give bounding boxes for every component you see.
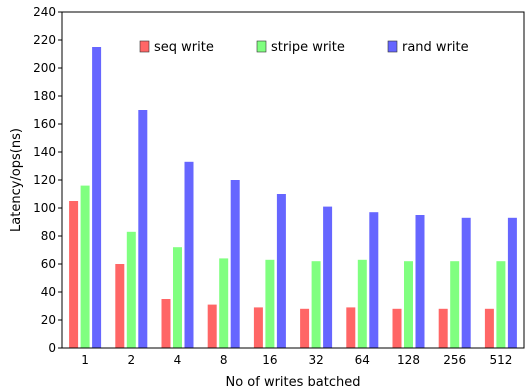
bar-seq-write-4 [161,299,171,348]
legend-swatch [256,40,267,53]
bar-rand-write-256 [461,217,471,348]
x-tick-label: 512 [489,353,512,367]
y-tick-label: 140 [33,145,56,159]
bar-seq-write-64 [346,307,356,348]
x-tick-label: 4 [174,353,182,367]
legend: seq write stripe write rand write [139,40,469,55]
bar-stripe-write-2 [126,231,136,348]
bar-seq-write-8 [207,304,217,348]
bar-rand-write-4 [184,161,194,348]
y-axis-title: Latency/ops(ns) [9,128,24,232]
bar-rand-write-512 [507,217,517,348]
bar-stripe-write-1 [80,185,90,348]
x-tick-label: 8 [220,353,228,367]
x-axis-ticks: 1 2 4 8 16 32 64 128 256 512 [81,353,512,367]
bar-stripe-write-512 [496,261,506,348]
bar-stripe-write-8 [219,258,229,348]
x-tick-label: 128 [397,353,420,367]
plot-frame [61,11,525,349]
bar-stripe-write-128 [404,261,413,348]
bar-stripe-write-16 [265,259,275,348]
y-tick-label: 200 [33,61,56,75]
bar-rand-write-2 [138,110,148,348]
legend-label: rand write [402,40,469,55]
bars-group [69,47,517,348]
bar-seq-write-16 [253,307,263,348]
x-tick-label: 256 [443,353,466,367]
x-tick-label: 2 [127,353,135,367]
bar-rand-write-128 [415,215,425,348]
legend-label: seq write [154,40,214,55]
y-tick-label: 220 [33,33,56,47]
bar-stripe-write-32 [311,261,321,348]
bar-rand-write-16 [276,194,286,348]
y-tick-label: 40 [41,285,56,299]
y-tick-label: 180 [33,89,56,103]
legend-swatch [139,40,150,53]
bar-seq-write-2 [115,264,125,348]
bar-rand-write-1 [92,47,102,348]
y-tick-label: 120 [33,173,56,187]
bar-seq-write-512 [484,308,494,348]
bar-stripe-write-4 [173,247,182,348]
y-tick-label: 100 [33,201,56,215]
legend-label: stripe write [271,40,345,55]
x-tick-label: 16 [262,353,277,367]
bar-rand-write-8 [230,180,240,348]
bar-stripe-write-256 [450,261,460,348]
x-tick-label: 1 [81,353,89,367]
y-tick-label: 60 [41,257,56,271]
x-axis-title: No of writes batched [225,375,360,390]
y-tick-label: 80 [41,229,56,243]
x-tick-label: 64 [355,353,370,367]
bar-stripe-write-64 [357,259,367,348]
bar-seq-write-1 [69,201,79,348]
legend-swatch [387,40,398,53]
y-tick-label: 0 [48,341,56,355]
y-tick-label: 240 [33,5,56,19]
y-tick-label: 160 [33,117,56,131]
bar-seq-write-32 [300,308,310,348]
bar-rand-write-32 [323,206,333,348]
bar-seq-write-128 [392,308,402,348]
x-tick-label: 32 [308,353,323,367]
bar-seq-write-256 [438,308,448,348]
y-tick-label: 20 [41,313,56,327]
y-axis-ticks: 0 20 40 60 80 100 120 140 160 180 200 220 240 [33,5,62,355]
bar-rand-write-64 [369,212,379,348]
